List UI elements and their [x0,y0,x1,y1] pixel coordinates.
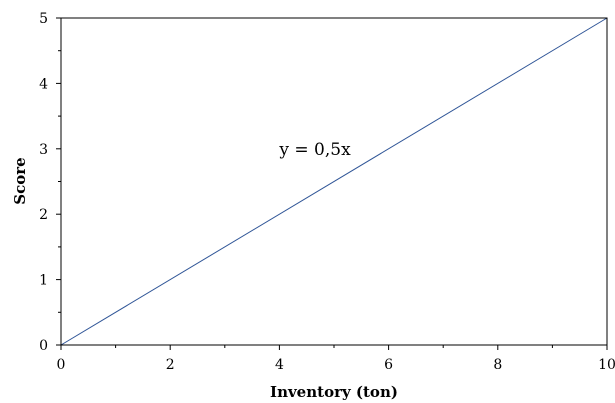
y-tick-label-0: 0 [39,338,48,354]
chart-marks [60,17,608,346]
series-line-0 [60,17,608,346]
y-tick-label-1: 1 [39,273,48,289]
y-axis-title: Score [11,157,29,204]
y-tick-label-5: 5 [39,11,48,27]
y-tick-label-3: 3 [39,142,48,158]
x-tick-label-4: 4 [275,357,284,373]
chart-tick-labels: 0 2 4 6 8 10 0 1 2 3 4 5 y = 0,5x [39,11,615,373]
x-tick-label-6: 6 [384,357,393,373]
x-tick-label-0: 0 [57,357,66,373]
x-tick-label-10: 10 [598,357,615,373]
x-axis-title: Inventory (ton) [270,383,398,401]
equation-annotation: y = 0,5x [278,140,351,160]
x-tick-label-2: 2 [166,357,175,373]
x-tick-label-8: 8 [493,357,502,373]
y-tick-label-4: 4 [39,76,48,92]
y-tick-label-2: 2 [39,207,48,223]
plot-frame [60,17,608,346]
